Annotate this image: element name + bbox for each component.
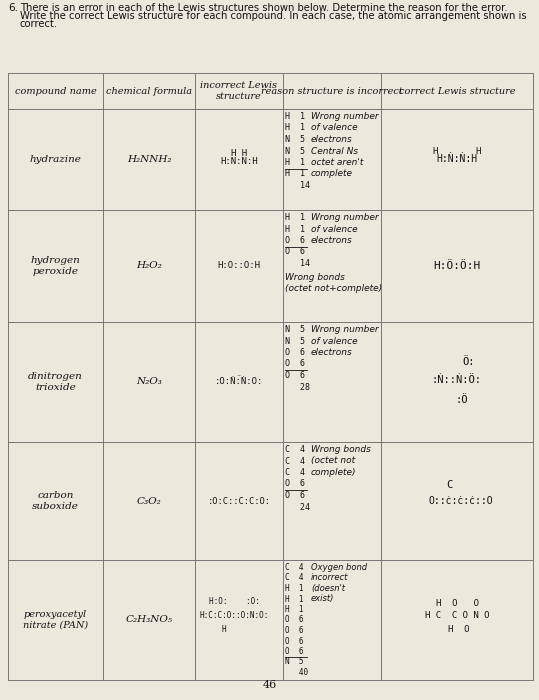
- Text: N  5: N 5: [285, 325, 305, 334]
- Text: H:C:C:O::O:N:O:: H:C:C:O::O:N:O:: [199, 610, 268, 620]
- Text: reason structure is incorrect: reason structure is incorrect: [261, 87, 403, 95]
- Text: H H: H H: [231, 149, 247, 158]
- Text: complete: complete: [311, 169, 353, 178]
- Text: correct.: correct.: [20, 19, 58, 29]
- Text: N  5: N 5: [285, 337, 305, 346]
- Text: peroxyacetyl
nitrate (PAN): peroxyacetyl nitrate (PAN): [23, 610, 88, 630]
- Text: H:N:N:H: H:N:N:H: [220, 157, 258, 166]
- Text: H  1: H 1: [285, 158, 305, 167]
- Text: :O:Ṅ:Ṅ:O:: :O:Ṅ:Ṅ:O:: [215, 377, 263, 386]
- Text: (octet not: (octet not: [311, 456, 355, 466]
- Text: C  4: C 4: [285, 445, 305, 454]
- Text: 46: 46: [263, 680, 277, 690]
- Text: O  6: O 6: [285, 626, 303, 635]
- Text: 14: 14: [285, 259, 310, 268]
- Text: C₃O₂: C₃O₂: [136, 496, 161, 505]
- Text: C  4: C 4: [285, 563, 303, 572]
- Text: ··: ··: [237, 372, 241, 382]
- Text: Ö:: Ö:: [463, 357, 475, 367]
- Text: 6.: 6.: [8, 3, 18, 13]
- Text: O  6: O 6: [285, 491, 305, 500]
- Text: 24: 24: [285, 503, 310, 512]
- Text: 28: 28: [285, 382, 310, 391]
- Text: incorrect Lewis
structure: incorrect Lewis structure: [201, 81, 278, 101]
- Text: hydrazine: hydrazine: [30, 155, 81, 164]
- Text: H  1: H 1: [285, 123, 305, 132]
- Text: electrons: electrons: [311, 135, 353, 144]
- Text: Wrong number: Wrong number: [311, 325, 378, 334]
- Text: H:O:    :O:: H:O: :O:: [209, 598, 259, 606]
- Text: Oxygen bond: Oxygen bond: [311, 563, 367, 572]
- Text: H  1: H 1: [285, 213, 305, 222]
- Text: chemical formula: chemical formula: [106, 87, 192, 95]
- Text: H:Ṅ:Ṅ:H: H:Ṅ:Ṅ:H: [437, 155, 478, 164]
- Text: There is an error in each of the Lewis structures shown below. Determine the rea: There is an error in each of the Lewis s…: [20, 3, 508, 13]
- Text: hydrogen
peroxide: hydrogen peroxide: [31, 256, 80, 276]
- Text: dinitrogen
trioxide: dinitrogen trioxide: [28, 372, 83, 392]
- Text: N₂O₃: N₂O₃: [136, 377, 162, 386]
- Text: Write the correct Lewis structure for each compound. In each case, the atomic ar: Write the correct Lewis structure for ea…: [20, 11, 527, 21]
- Text: H  1: H 1: [285, 594, 303, 603]
- Text: H:Ö:Ö:H: H:Ö:Ö:H: [433, 261, 481, 271]
- Text: incorrect: incorrect: [311, 573, 348, 582]
- Text: C  4: C 4: [285, 573, 303, 582]
- Text: C₂H₃NO₅: C₂H₃NO₅: [126, 615, 172, 624]
- Text: O  6: O 6: [285, 647, 303, 656]
- Text: O  6: O 6: [285, 480, 305, 489]
- Text: Central Ns: Central Ns: [311, 146, 358, 155]
- Text: electrons: electrons: [311, 348, 353, 357]
- Text: O  6: O 6: [285, 248, 305, 256]
- Text: :O:C::C:C:O:: :O:C::C:C:O:: [208, 496, 271, 505]
- Text: H  1: H 1: [285, 584, 303, 593]
- Text: :Ö: :Ö: [456, 395, 468, 405]
- Text: H  1: H 1: [285, 225, 305, 234]
- Text: H  O   O: H O O: [436, 599, 479, 608]
- Text: compound name: compound name: [15, 87, 96, 95]
- Text: H  1: H 1: [285, 112, 305, 121]
- Text: O  6: O 6: [285, 348, 305, 357]
- Text: 14: 14: [285, 181, 310, 190]
- Text: C  4: C 4: [285, 456, 305, 466]
- Text: H       H: H H: [433, 147, 481, 156]
- Text: carbon
suboxide: carbon suboxide: [32, 491, 79, 511]
- Text: O  6: O 6: [285, 236, 305, 245]
- Text: electrons: electrons: [311, 236, 353, 245]
- Text: H₂NNH₂: H₂NNH₂: [127, 155, 171, 164]
- Text: :Ṅ::Ṅ:Ö:: :Ṅ::Ṅ:Ö:: [432, 375, 482, 385]
- Text: H C  C O N O: H C C O N O: [425, 612, 489, 620]
- Text: N  5: N 5: [285, 146, 305, 155]
- Text: H  1: H 1: [285, 169, 305, 178]
- Text: O::ċ:ċ:ċ::O: O::ċ:ċ:ċ::O: [429, 496, 493, 506]
- Text: N  5: N 5: [285, 657, 303, 666]
- Text: octet aren't: octet aren't: [311, 158, 363, 167]
- Text: O  6: O 6: [285, 360, 305, 368]
- Text: (doesn't: (doesn't: [311, 584, 345, 593]
- Text: (octet not+complete): (octet not+complete): [285, 284, 382, 293]
- Text: Wrong number: Wrong number: [311, 112, 378, 121]
- Text: of valence: of valence: [311, 337, 357, 346]
- Text: C: C: [446, 480, 452, 490]
- Text: H:O::O:H: H:O::O:H: [218, 262, 260, 270]
- Text: O  6: O 6: [285, 615, 303, 624]
- Text: C  4: C 4: [285, 468, 305, 477]
- Text: Wrong bonds: Wrong bonds: [311, 445, 371, 454]
- Text: H₂O₂: H₂O₂: [136, 262, 162, 270]
- Text: Wrong number: Wrong number: [311, 213, 378, 222]
- Text: O  6: O 6: [285, 636, 303, 645]
- Text: of valence: of valence: [311, 123, 357, 132]
- Text: H: H: [222, 624, 226, 634]
- Text: Wrong bonds: Wrong bonds: [285, 272, 345, 281]
- Text: H  1: H 1: [285, 605, 303, 614]
- Text: of valence: of valence: [311, 225, 357, 234]
- Text: exist): exist): [311, 594, 334, 603]
- Text: O  6: O 6: [285, 371, 305, 380]
- Text: H  O: H O: [448, 624, 470, 634]
- Text: complete): complete): [311, 468, 356, 477]
- Text: 40: 40: [285, 668, 308, 677]
- Text: N  5: N 5: [285, 135, 305, 144]
- Text: correct Lewis structure: correct Lewis structure: [399, 87, 515, 95]
